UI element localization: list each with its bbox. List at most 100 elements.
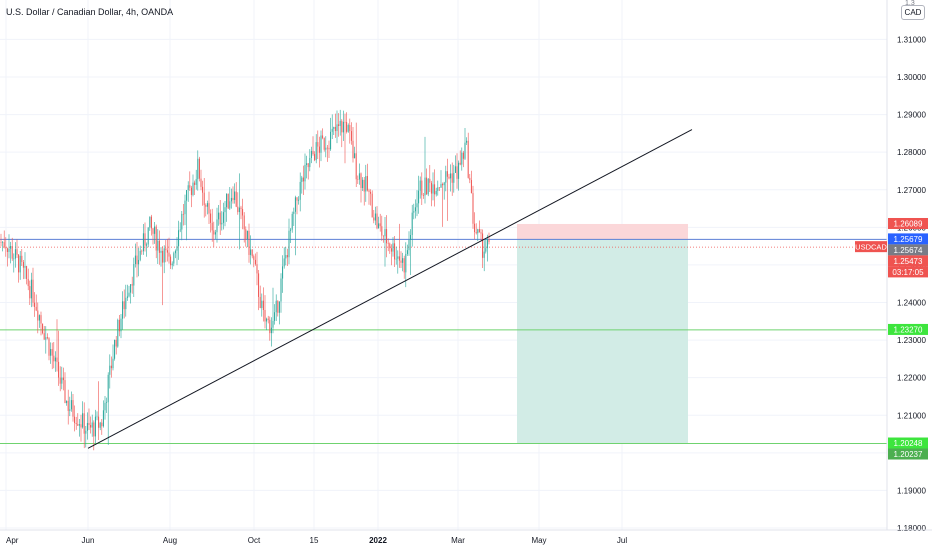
candle-body	[112, 358, 114, 369]
candle-body	[83, 413, 85, 434]
candle-body	[165, 248, 167, 251]
candle-body	[416, 203, 418, 208]
candle-body	[477, 229, 479, 234]
price-label-box	[888, 244, 928, 256]
candle-body	[339, 120, 341, 126]
candle-body	[78, 424, 80, 426]
candle-body	[480, 232, 482, 234]
candle-body	[190, 187, 192, 195]
candle-body	[406, 250, 408, 254]
candle-body	[174, 250, 176, 254]
candle-body	[259, 296, 261, 308]
candle-body	[237, 206, 239, 213]
candle-body	[219, 212, 221, 225]
candle-body	[467, 140, 469, 178]
candle-body	[70, 400, 72, 410]
candle-body	[136, 255, 138, 265]
candle-body	[443, 182, 445, 186]
candle-body	[144, 233, 146, 246]
candle-body	[189, 185, 191, 188]
x-tick-label: May	[531, 536, 546, 545]
candle-body	[109, 365, 111, 375]
candle-body	[405, 253, 407, 273]
candle-body	[200, 178, 202, 187]
candle-body	[192, 182, 194, 195]
candle-body	[429, 178, 431, 183]
candle-body	[450, 173, 452, 179]
candle-body	[334, 126, 336, 132]
candle-body	[378, 223, 380, 229]
candle-body	[422, 195, 424, 196]
candle-body	[102, 410, 104, 427]
candle-body	[402, 258, 404, 263]
candle-body	[315, 142, 317, 161]
candle-body	[24, 266, 26, 268]
candle-body	[362, 179, 364, 188]
candle-body	[26, 266, 28, 279]
candle-body	[411, 212, 413, 235]
horizontal-lines[interactable]	[0, 238, 887, 445]
candle-body	[13, 258, 15, 260]
candle-body	[66, 400, 68, 403]
time-axis[interactable]: Apr Jun Aug Oct 15 2022 Mar May Jul	[0, 529, 932, 545]
candle-body	[418, 190, 420, 204]
candle-body	[85, 430, 87, 434]
price-label-text: 1.25473	[894, 257, 923, 266]
candle-body	[2, 242, 4, 243]
candle-body	[445, 171, 447, 183]
candle-body	[93, 422, 95, 437]
candle-body	[344, 121, 346, 123]
candle-body	[318, 146, 320, 153]
candle-body	[373, 217, 375, 221]
candle-body	[472, 193, 474, 224]
currency-button[interactable]: CAD	[901, 5, 925, 20]
y-tick-label: 1.22000	[897, 374, 926, 383]
candle-body	[254, 259, 256, 265]
candle-body	[400, 260, 402, 263]
candle-body	[389, 243, 391, 249]
candle-body	[250, 249, 252, 255]
candle-body	[91, 422, 93, 428]
candle-body	[456, 166, 458, 179]
candle-body	[238, 207, 240, 213]
trendline[interactable]	[87, 129, 693, 449]
candle-body	[350, 131, 352, 141]
candle-body	[232, 197, 234, 200]
candle-body	[485, 248, 487, 252]
candle-body	[67, 400, 69, 411]
candle-body	[437, 187, 439, 191]
position-zones[interactable]	[517, 223, 688, 444]
candle-body	[298, 199, 300, 201]
candle-body	[278, 301, 280, 313]
chart-title: U.S. Dollar / Canadian Dollar, 4h, OANDA	[6, 7, 174, 17]
candle-body	[283, 258, 285, 267]
candle-body	[56, 357, 58, 362]
candle-body	[331, 128, 333, 132]
candle-body	[266, 318, 268, 322]
candle-body	[94, 416, 96, 437]
candle-body	[110, 365, 112, 369]
candle-body	[179, 229, 181, 231]
ascending-trendline	[87, 129, 693, 449]
x-tick-label: Apr	[6, 536, 19, 545]
candle-body	[11, 246, 13, 259]
y-tick-label: 1.27000	[897, 186, 926, 195]
candle-body	[210, 213, 212, 223]
candle-body	[382, 235, 384, 237]
candle-body	[216, 219, 218, 233]
candle-body	[475, 232, 477, 234]
candle-body	[288, 230, 290, 258]
candle-body	[376, 213, 378, 229]
candle-body	[301, 177, 303, 182]
candle-body	[474, 223, 476, 233]
candle-body	[18, 254, 20, 273]
candle-body	[187, 185, 189, 191]
candle-body	[99, 422, 101, 428]
candle-body	[171, 263, 173, 266]
candle-body	[346, 122, 348, 132]
candle-body	[291, 213, 293, 230]
candle-body	[118, 319, 120, 332]
candle-body	[75, 422, 77, 425]
candle-body	[58, 361, 60, 378]
